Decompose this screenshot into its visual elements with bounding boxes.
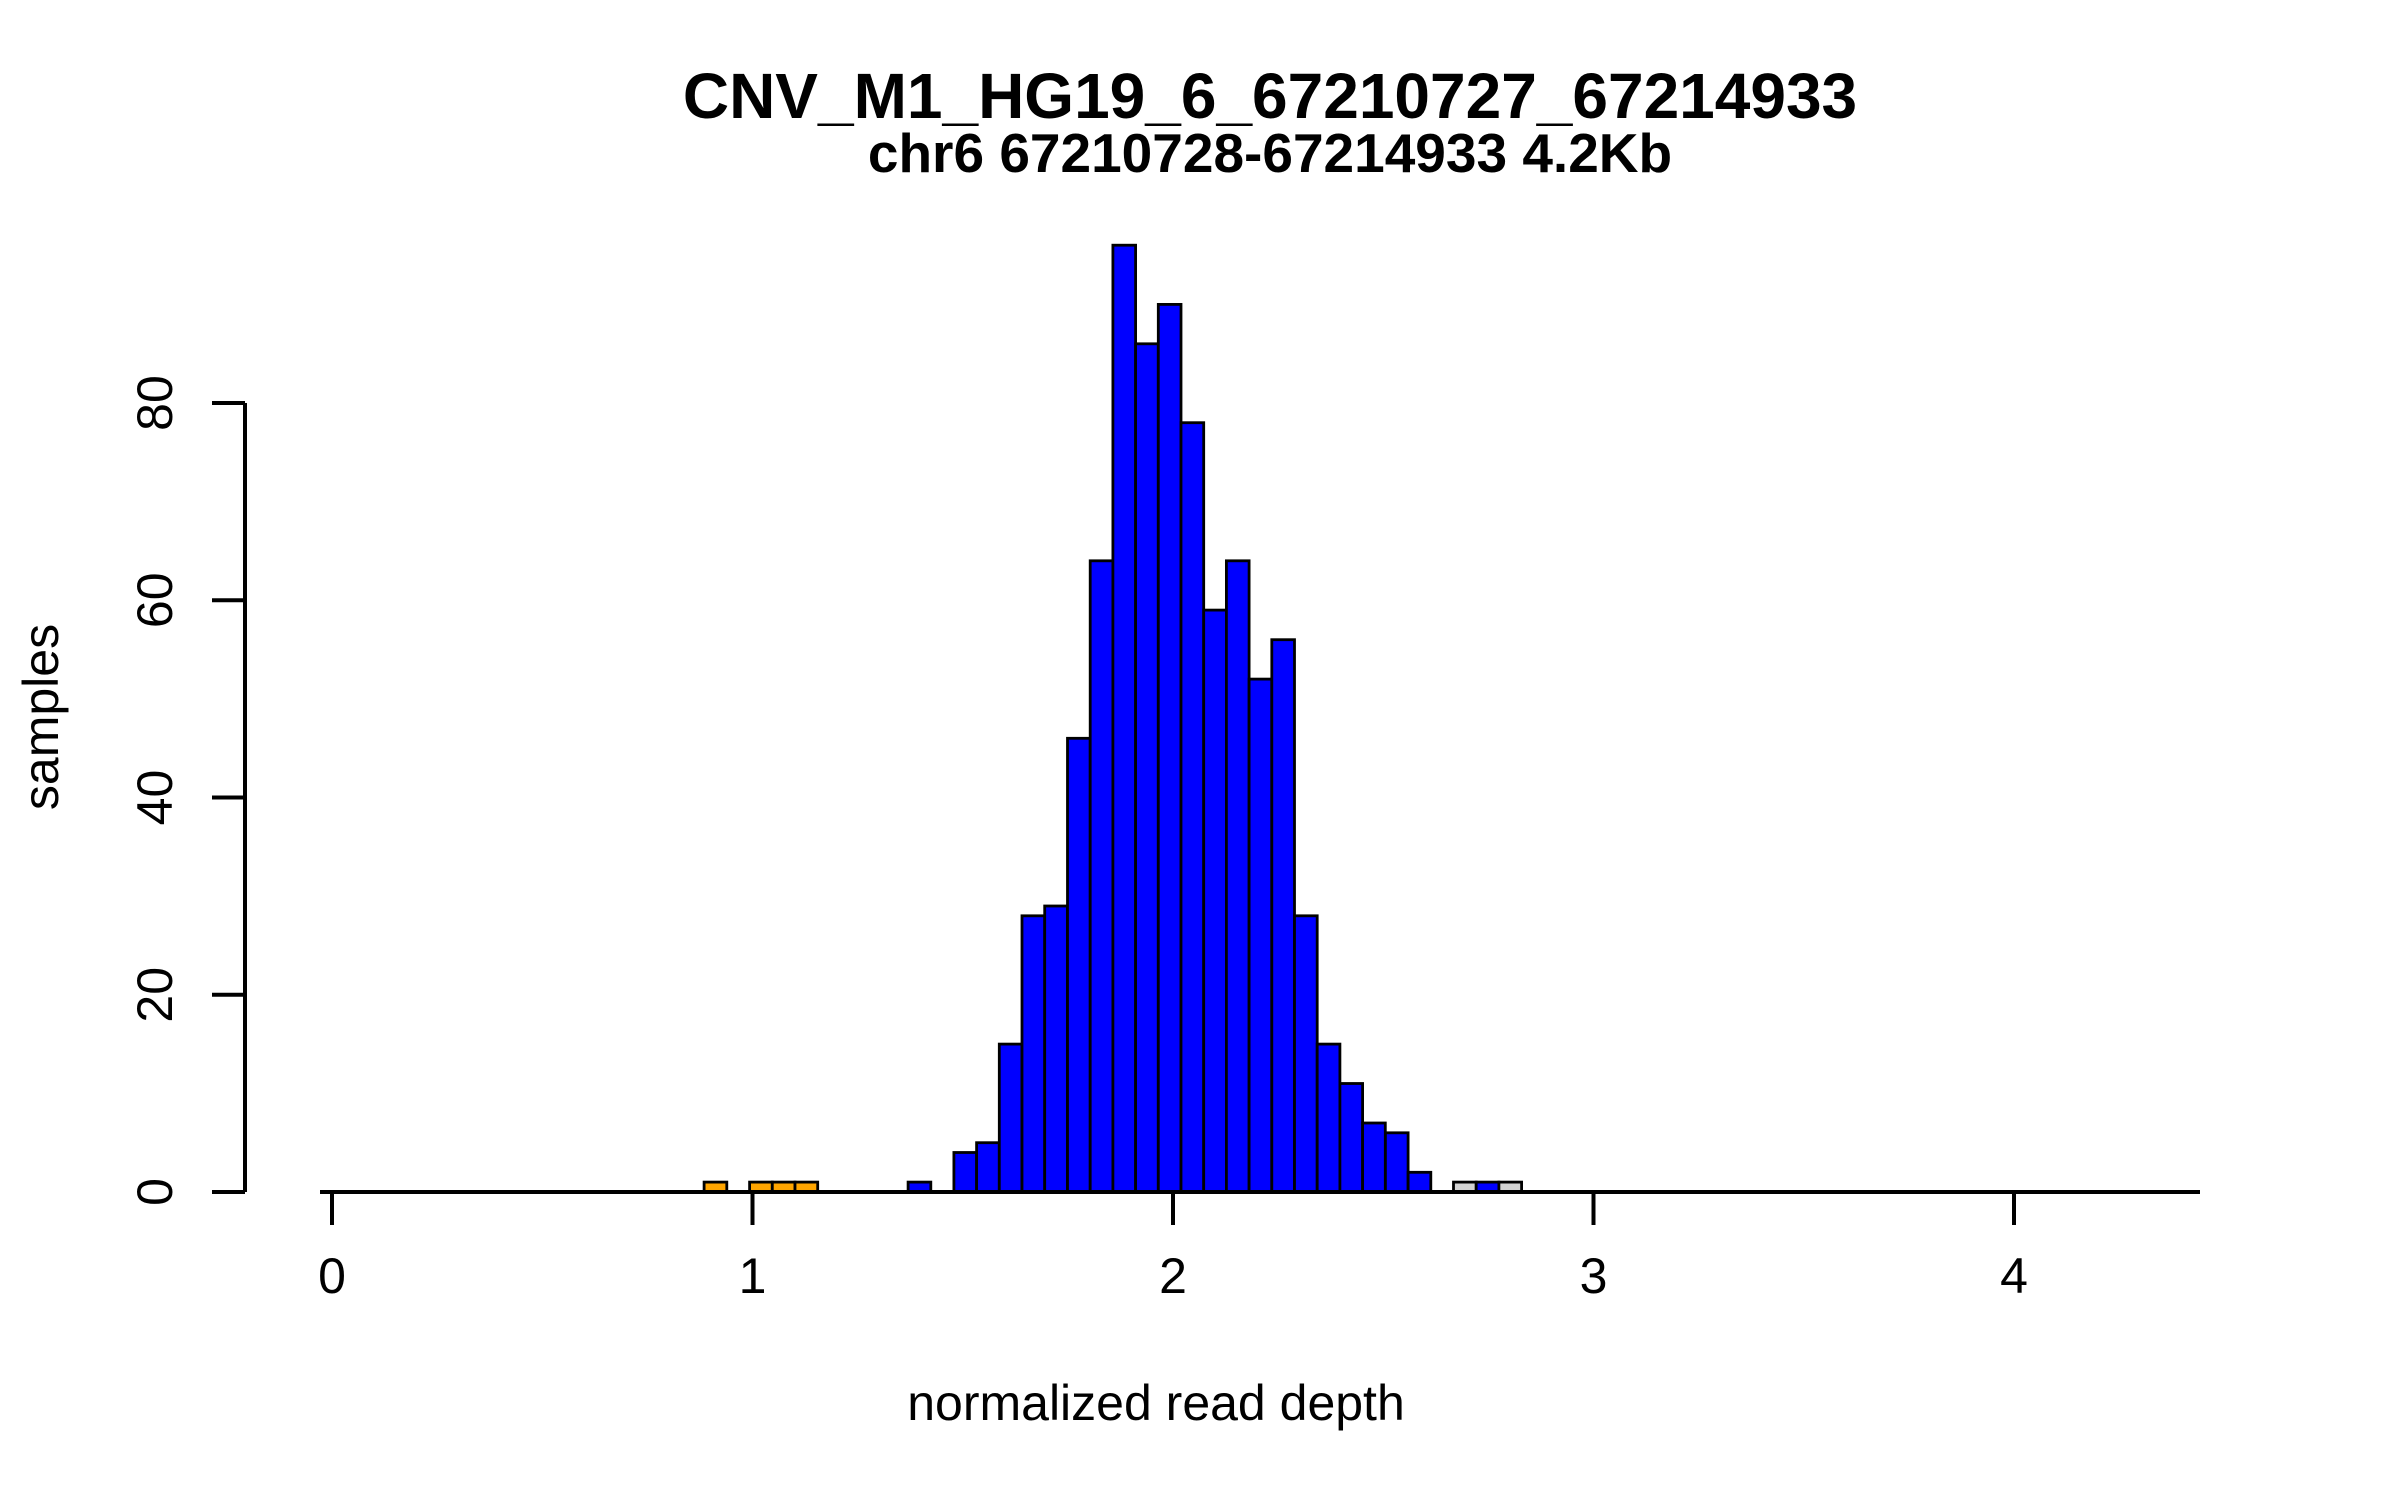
- x-tick-label: 3: [1580, 1248, 1608, 1304]
- y-tick-label: 80: [127, 375, 183, 431]
- histogram-bar: [1338, 1082, 1365, 1194]
- histogram-bar: [1247, 677, 1274, 1194]
- histogram-bar: [1361, 1121, 1387, 1194]
- y-tick-label: 20: [127, 967, 183, 1023]
- histogram-bar: [1111, 243, 1138, 1194]
- chart-title: CNV_M1_HG19_6_67210727_67214933: [683, 60, 1857, 132]
- histogram-bar: [997, 1042, 1024, 1194]
- x-tick-label: 1: [739, 1248, 767, 1304]
- chart-subtitle: chr6 67210728-67214933 4.2Kb: [868, 122, 1672, 184]
- x-axis-label: normalized read depth: [907, 1375, 1405, 1431]
- histogram-bar: [1043, 904, 1069, 1194]
- histogram-bar: [1406, 1170, 1433, 1194]
- histogram-bar: [1293, 914, 1319, 1194]
- histogram-bar: [975, 1141, 1001, 1194]
- y-tick-label: 60: [127, 572, 183, 628]
- histogram-bar: [1088, 559, 1115, 1194]
- histogram-bar: [1020, 914, 1047, 1194]
- histogram-bar: [1225, 559, 1251, 1194]
- x-tick-label: 0: [318, 1248, 346, 1304]
- histogram-bar: [1270, 638, 1296, 1194]
- histogram-bar: [1315, 1042, 1342, 1194]
- histogram-bar: [1179, 421, 1206, 1194]
- y-tick-label: 0: [127, 1178, 183, 1206]
- histogram-bar: [1156, 302, 1183, 1194]
- x-tick-label: 4: [2000, 1248, 2028, 1304]
- histogram-bar: [1384, 1131, 1410, 1194]
- histogram-bar: [1134, 342, 1160, 1194]
- x-tick-label: 2: [1159, 1248, 1187, 1304]
- histogram-bar: [952, 1151, 979, 1194]
- y-tick-label: 40: [127, 770, 183, 826]
- histogram-bar: [1202, 608, 1228, 1194]
- y-axis-label: samples: [13, 624, 69, 810]
- histogram-bar: [1066, 736, 1092, 1194]
- histogram-bars: [702, 243, 1524, 1194]
